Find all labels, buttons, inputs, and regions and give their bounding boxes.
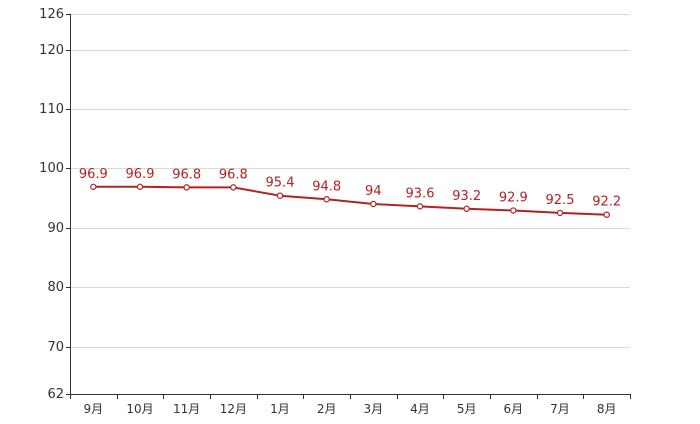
data-label: 96.8 bbox=[219, 167, 248, 182]
x-tick-label: 8月 bbox=[597, 402, 617, 416]
data-label: 94 bbox=[365, 184, 382, 199]
data-label: 96.9 bbox=[126, 167, 155, 182]
x-tick-label: 1月 bbox=[270, 402, 290, 416]
x-tick-label: 12月 bbox=[220, 402, 247, 416]
series-line bbox=[93, 185, 607, 216]
y-tick-label: 120 bbox=[39, 43, 64, 58]
data-point bbox=[603, 211, 610, 218]
x-tick-label: 10月 bbox=[126, 402, 153, 416]
data-label: 92.2 bbox=[592, 195, 621, 210]
data-point bbox=[90, 183, 97, 190]
x-axis-tick-labels: 9月 10月 11月 12月 1月 2月 3月 4月 5月 6月 7月 8月 bbox=[84, 402, 617, 416]
y-tick-label: 90 bbox=[47, 221, 64, 236]
data-point bbox=[510, 207, 517, 214]
data-point bbox=[556, 209, 564, 217]
data-point bbox=[183, 184, 190, 191]
y-tick-label: 110 bbox=[39, 102, 64, 117]
y-tick-label: 70 bbox=[47, 340, 64, 355]
x-tick-label: 7月 bbox=[550, 402, 570, 416]
data-point bbox=[463, 205, 470, 212]
y-tick-label: 100 bbox=[39, 161, 64, 176]
x-tick-label: 11月 bbox=[173, 402, 200, 416]
data-label: 92.5 bbox=[546, 193, 575, 208]
data-label: 93.6 bbox=[406, 186, 435, 201]
axes bbox=[66, 14, 631, 399]
data-label: 92.9 bbox=[499, 191, 528, 206]
data-point bbox=[416, 203, 424, 210]
data-label: 96.9 bbox=[79, 167, 108, 182]
x-tick-label: 9月 bbox=[84, 402, 104, 416]
data-label: 93.2 bbox=[452, 189, 481, 204]
x-tick-label: 3月 bbox=[364, 402, 384, 416]
series-line bbox=[93, 185, 607, 216]
y-tick-label: 62 bbox=[47, 387, 64, 402]
data-label: 95.4 bbox=[266, 176, 295, 191]
x-tick-label: 4月 bbox=[410, 402, 430, 416]
data-labels: 96.9 96.9 96.8 96.8 95.4 94.8 94 93.6 93.2 92.9 92… bbox=[79, 167, 621, 210]
data-points bbox=[90, 183, 610, 218]
data-point bbox=[276, 192, 284, 199]
x-tick-label: 6月 bbox=[504, 402, 524, 416]
y-tick-label: 80 bbox=[47, 280, 64, 295]
data-label: 94.8 bbox=[312, 179, 341, 194]
y-axis-tick-labels: 62 70 80 90 100 110 120 126 bbox=[39, 7, 64, 402]
data-point bbox=[370, 200, 377, 208]
y-tick-label: 126 bbox=[39, 7, 64, 22]
data-label: 96.8 bbox=[172, 167, 201, 182]
data-point bbox=[136, 183, 144, 190]
x-tick-label: 2月 bbox=[317, 402, 337, 416]
gridlines bbox=[70, 14, 630, 348]
data-point bbox=[230, 184, 237, 191]
data-point bbox=[323, 196, 330, 203]
x-tick-label: 5月 bbox=[457, 402, 477, 416]
